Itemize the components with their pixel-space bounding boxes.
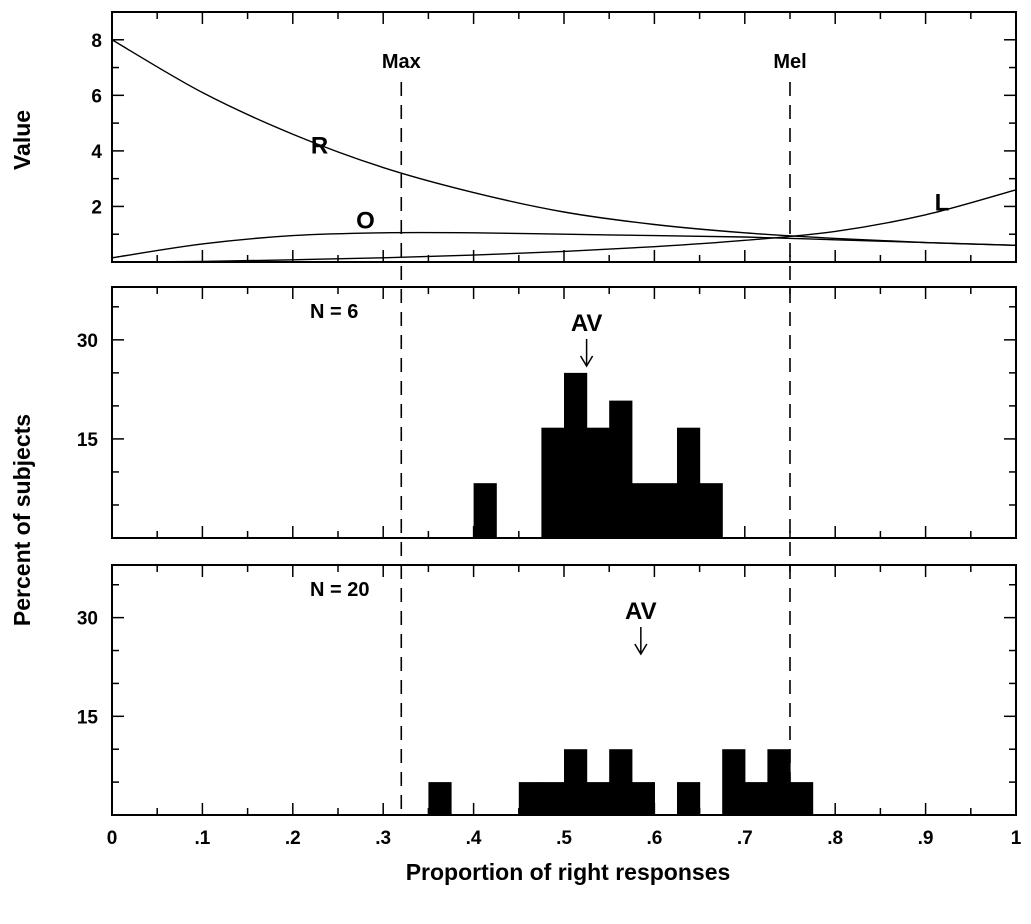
x-tick-label: 1 (1011, 828, 1022, 849)
reference-lines: Max Mel (382, 51, 807, 815)
y-axis-label-value: Value (9, 110, 35, 170)
x-tick-label: .9 (918, 828, 934, 849)
n6-bar (473, 483, 497, 538)
n20-bar (744, 782, 768, 815)
n20-bar (518, 782, 542, 815)
curve-O (111, 231, 1017, 259)
value-y-tick-label: 2 (91, 197, 102, 218)
curve-R (111, 39, 1017, 247)
n6-bar (564, 372, 588, 538)
x-axis: 0 .1 .2 .3 .4 .5 .6 .7 .8 .9 1 (107, 828, 1022, 849)
value-y-tick-label: 8 (91, 31, 102, 52)
x-tick-label: .1 (194, 828, 210, 849)
reference-label-max: Max (382, 51, 421, 73)
n20-bar (541, 782, 565, 815)
value-curves-panel: 2 4 6 8 R O L (91, 11, 1017, 263)
x-tick-label: .4 (466, 828, 482, 849)
n6-bar (541, 427, 565, 538)
n20-bar (609, 749, 633, 815)
x-tick-label: .5 (556, 828, 572, 849)
n20-bar (631, 782, 655, 815)
n20-bar (722, 749, 746, 815)
n6-bar (586, 427, 610, 538)
curve-label-L: L (935, 190, 950, 217)
n6-average-arrow-head (579, 355, 594, 368)
n20-y-tick-label: 15 (77, 707, 99, 728)
n20-bar (564, 749, 588, 815)
n20-bar (767, 749, 791, 815)
n20-average-arrow-head (634, 643, 648, 656)
x-tick-label: 0 (107, 828, 118, 849)
n20-bar (586, 782, 610, 815)
n20-average-label: AV (625, 598, 657, 625)
n6-y-tick-label: 30 (77, 331, 98, 352)
curve-label-O: O (356, 208, 375, 235)
n6-bar (654, 483, 678, 538)
n20-sample-size: N = 20 (310, 579, 369, 601)
n6-average-label: AV (571, 310, 603, 337)
value-y-tick-label: 4 (91, 142, 102, 163)
n6-sample-size: N = 6 (310, 301, 358, 323)
y-axis-label-percent: Percent of subjects (9, 414, 35, 626)
histogram-n20-panel: 15 30 N = 20 AV (77, 564, 1017, 816)
reference-label-mel: Mel (773, 51, 806, 73)
n20-bar (790, 782, 814, 815)
histogram-n6-panel: 15 30 N = 6 AV (77, 286, 1017, 539)
n20-bar (428, 782, 452, 815)
value-y-tick-label: 6 (91, 86, 102, 107)
x-axis-label: Proportion of right responses (406, 859, 731, 885)
curve-L (111, 189, 1017, 263)
n6-bar (677, 427, 701, 538)
x-tick-label: .2 (285, 828, 301, 849)
x-tick-label: .8 (827, 828, 843, 849)
n6-bar (699, 483, 723, 538)
n6-y-tick-label: 15 (77, 430, 99, 451)
curve-label-R: R (311, 133, 328, 160)
n20-y-tick-label: 30 (77, 609, 98, 630)
n6-bar (631, 483, 655, 538)
n20-bar (677, 782, 701, 815)
x-tick-label: .7 (737, 828, 753, 849)
n6-bar (609, 400, 633, 538)
x-tick-label: .6 (646, 828, 662, 849)
x-tick-label: .3 (375, 828, 391, 849)
